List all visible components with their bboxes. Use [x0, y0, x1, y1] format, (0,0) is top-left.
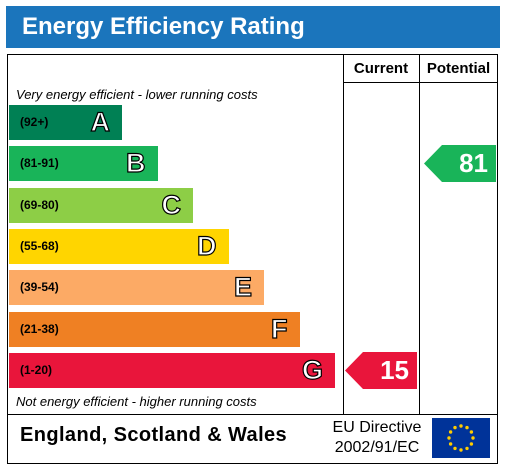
eu-star-icon — [459, 448, 463, 452]
band-letter-label: C — [161, 189, 182, 220]
band-range-label: (39-54) — [20, 280, 59, 295]
eu-star-icon — [448, 442, 453, 446]
eu-flag-icon — [432, 418, 490, 458]
eu-directive: EU Directive 2002/91/EC — [327, 418, 427, 458]
band-a: (92+) A — [9, 105, 122, 140]
band-letter-label: F — [270, 313, 288, 344]
eu-star-icon — [448, 430, 453, 434]
eu-star-icon — [453, 425, 457, 430]
band-letter-label: B — [125, 148, 146, 179]
band-letter-label: D — [196, 230, 217, 261]
footer-divider — [7, 414, 498, 415]
current-rating-arrow: 15 — [345, 351, 417, 389]
band-range-label: (21-38) — [20, 321, 59, 336]
note-inefficient: Not energy efficient - higher running co… — [16, 394, 257, 409]
eu-star-icon — [453, 446, 457, 451]
eu-star-icon — [447, 436, 451, 440]
chart-title: Energy Efficiency Rating — [22, 13, 305, 40]
band-letter-label: A — [90, 106, 111, 137]
note-efficient: Very energy efficient - lower running co… — [16, 87, 258, 102]
band-e: (39-54) E — [9, 270, 264, 306]
eu-directive-line2: 2002/91/EC — [334, 439, 420, 456]
column-header-current: Current — [353, 60, 409, 77]
band-letter-label: E — [233, 272, 252, 303]
eu-star-icon — [465, 425, 469, 430]
title-bar: Energy Efficiency Rating — [6, 6, 500, 48]
header-divider — [343, 82, 498, 83]
eu-star-icon — [469, 442, 474, 446]
band-b: (81-91) B — [9, 146, 158, 182]
band-f: (21-38) F — [9, 311, 300, 347]
eu-star-icon — [459, 424, 463, 428]
band-range-label: (81-91) — [20, 156, 59, 171]
current-rating-value: 15 — [380, 354, 409, 385]
band-letter-label: G — [301, 354, 323, 385]
eu-star-icon — [471, 436, 475, 440]
band-range-label: (1-20) — [20, 362, 53, 377]
band-range-label: (55-68) — [20, 238, 59, 253]
divider-current — [343, 54, 344, 414]
band-g: (1-20) G — [9, 352, 335, 388]
column-header-potential: Potential — [426, 60, 491, 77]
potential-rating-value: 81 — [459, 148, 488, 179]
band-c: (69-80) C — [9, 187, 193, 223]
band-d: (55-68) D — [9, 228, 229, 264]
eu-directive-line1: EU Directive — [332, 419, 422, 436]
eu-star-icon — [469, 430, 474, 434]
band-range-label: (92+) — [20, 115, 49, 129]
footer-region: England, Scotland & Wales — [20, 424, 288, 446]
divider-potential — [419, 54, 420, 414]
potential-rating-arrow: 81 — [424, 145, 496, 183]
chart-frame — [7, 54, 498, 464]
eu-star-icon — [465, 446, 469, 451]
band-range-label: (69-80) — [20, 197, 59, 212]
